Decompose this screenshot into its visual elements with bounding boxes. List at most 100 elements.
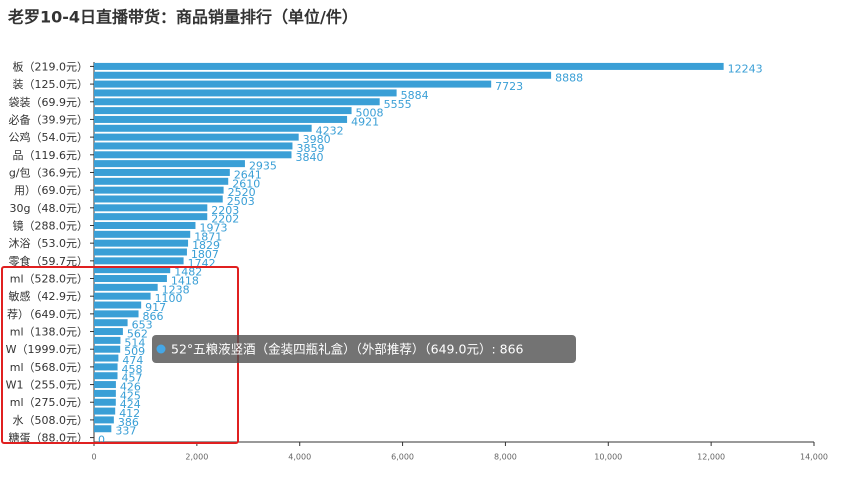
bar (94, 177, 229, 185)
value-label: 2202 (211, 213, 239, 226)
bar (94, 98, 380, 106)
value-label: 12243 (728, 62, 763, 75)
bar (94, 389, 116, 397)
value-label: 5555 (384, 98, 412, 111)
bar (94, 124, 312, 132)
y-tick-label: 公鸡（54.0元） (9, 130, 89, 144)
value-label: 1482 (174, 266, 202, 279)
value-label: 514 (124, 336, 145, 349)
value-label: 1829 (192, 239, 220, 252)
bar (94, 248, 187, 256)
y-tick-label: 零食（59.7元） (9, 254, 89, 268)
value-label: 337 (115, 425, 136, 438)
bar (94, 160, 245, 168)
bar (94, 213, 208, 221)
value-label: 0 (98, 434, 105, 447)
bar (94, 230, 191, 238)
value-label: 457 (122, 372, 143, 385)
y-tick-label: ml（568.0元） (10, 361, 88, 374)
y-tick-label: 敏感（42.9元） (9, 289, 89, 303)
bar (94, 80, 492, 88)
x-tick-label: 8,000 (494, 453, 517, 462)
bar (94, 398, 116, 406)
bar (94, 328, 123, 336)
value-label: 8888 (555, 71, 583, 84)
x-tick-label: 10,000 (594, 453, 622, 462)
bar (94, 257, 184, 265)
value-label: 425 (120, 389, 141, 402)
value-label: 2610 (232, 177, 260, 190)
bar (94, 168, 230, 176)
bar (94, 239, 189, 247)
y-tick-label: 板（219.0元） (13, 59, 89, 73)
y-tick-label: W1（255.0元） (6, 379, 88, 392)
value-label: 4232 (316, 124, 344, 137)
y-tick-label: ml（528.0元） (10, 273, 88, 286)
bar (94, 89, 397, 97)
x-tick-label: 2,000 (185, 453, 208, 462)
y-tick-label: 品（119.6元） (13, 149, 89, 162)
bar (94, 283, 158, 291)
bar (94, 292, 151, 300)
bar (94, 363, 118, 371)
bar (94, 381, 116, 389)
bar (94, 310, 139, 318)
bar (94, 133, 299, 141)
bar (94, 71, 552, 79)
y-tick-label: 糖蛋（88.0元） (9, 431, 89, 445)
bar (94, 372, 118, 380)
y-tick-label: 必备（39.9元） (9, 112, 89, 126)
value-label: 2203 (211, 204, 239, 217)
value-label: 1238 (162, 283, 190, 296)
y-tick-label: 水（508.0元） (13, 414, 89, 427)
bar (94, 221, 196, 229)
value-label: 458 (122, 363, 143, 376)
bar (94, 204, 208, 212)
value-label: 426 (120, 381, 141, 394)
bar (94, 151, 292, 159)
bar (94, 354, 119, 362)
value-label: 3859 (296, 142, 324, 155)
value-label: 866 (143, 310, 164, 323)
y-tick-label: ml（138.0元） (10, 326, 88, 339)
value-label: 562 (127, 328, 148, 341)
value-label: 5008 (356, 107, 384, 120)
y-tick-label: 荐）（649.0元） (7, 308, 88, 321)
bar (94, 115, 348, 123)
chart-title: 老罗10-4日直播带货：商品销量排行（单位/件） (7, 8, 358, 27)
y-tick-label: g/包（36.9元） (9, 166, 88, 179)
value-label: 653 (132, 319, 153, 332)
y-tick-label: 装（125.0元） (13, 78, 89, 91)
tooltip: 52°五粮液竖酒（金装四瓶礼盒）（外部推荐）（649.0元）: 866 (152, 335, 576, 363)
bar (94, 416, 114, 424)
value-label: 1418 (171, 275, 199, 288)
value-label: 386 (118, 416, 139, 429)
bar (94, 425, 112, 433)
value-label: 1973 (199, 221, 227, 234)
value-label: 2935 (249, 160, 277, 173)
y-tick-label: W（1999.0元） (6, 343, 88, 356)
tooltip-bg (152, 335, 576, 363)
x-tick-label: 14,000 (800, 453, 828, 462)
value-label: 3840 (295, 151, 323, 164)
bar (94, 407, 116, 415)
x-tick-label: 6,000 (391, 453, 414, 462)
value-label: 2641 (234, 168, 262, 181)
x-tick-label: 0 (91, 453, 96, 462)
value-label: 412 (119, 407, 140, 420)
bar (94, 275, 167, 283)
y-tick-label: 镜（288.0元） (13, 218, 89, 232)
value-label: 509 (124, 345, 145, 358)
value-label: 7723 (495, 80, 523, 93)
x-tick-label: 4,000 (288, 453, 311, 462)
value-label: 5884 (401, 89, 429, 102)
bar (94, 345, 121, 353)
value-label: 1807 (191, 248, 219, 261)
value-label: 2520 (228, 186, 256, 199)
bar (94, 142, 293, 150)
value-label: 1871 (194, 230, 222, 243)
y-tick-label: 沐浴（53.0元） (9, 237, 89, 250)
bar (94, 319, 128, 327)
tooltip-dot (156, 344, 166, 354)
